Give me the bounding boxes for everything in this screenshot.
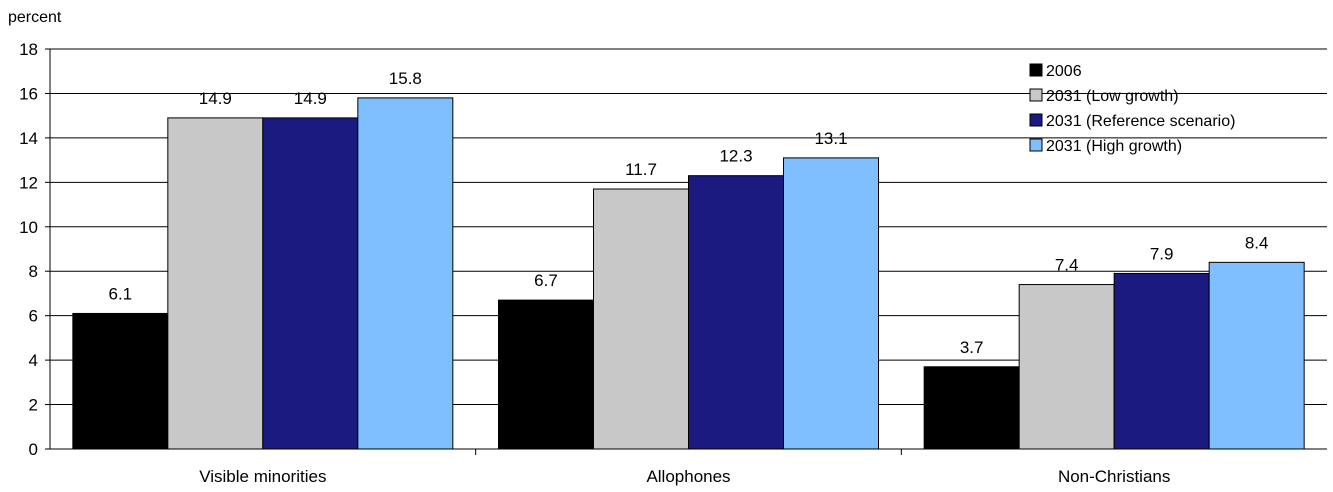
bar [357, 97, 454, 450]
bar [72, 312, 169, 450]
legend: 2006 2031 (Low growth) 2031 (Reference sce… [1029, 63, 1235, 155]
legend-label: 2031 (High growth) [1046, 138, 1182, 155]
legend-swatch [1029, 88, 1043, 102]
legend-label: 2031 (Low growth) [1046, 88, 1179, 105]
data-label: 6.1 [109, 284, 133, 303]
bar [593, 188, 689, 450]
y-tick-label: 0 [29, 440, 38, 459]
y-tick-label: 10 [19, 218, 38, 237]
bars [72, 97, 1305, 450]
data-label: 14.9 [294, 89, 327, 108]
data-label: 11.7 [625, 160, 657, 179]
data-label: 15.8 [389, 69, 422, 88]
category-label: Allophones [646, 467, 730, 486]
bar [923, 366, 1020, 450]
legend-label: 2031 (Reference scenario) [1046, 113, 1235, 130]
bar [1208, 261, 1305, 450]
data-label: 12.3 [719, 147, 752, 166]
bar [1018, 284, 1115, 450]
legend-swatch [1029, 63, 1043, 77]
data-label: 3.7 [960, 338, 984, 357]
axes [45, 48, 1327, 455]
y-tick-label: 6 [29, 307, 38, 326]
category-label: Non-Christians [1058, 467, 1170, 486]
bar [688, 175, 784, 450]
data-labels: 6.1 14.9 14.9 15.8 6.7 11.7 12.3 13.1 3.7 7.4 7.9 8… [109, 69, 1269, 357]
bar [1113, 272, 1210, 450]
y-tick-labels: 0 2 4 6 8 10 12 14 16 18 [19, 40, 38, 459]
y-tick-label: 2 [29, 396, 38, 415]
y-tick-label: 8 [29, 262, 38, 281]
data-label: 13.1 [814, 129, 847, 148]
y-tick-label: 12 [19, 173, 38, 192]
bar [498, 299, 594, 450]
data-label: 7.9 [1150, 244, 1174, 263]
legend-label: 2006 [1046, 63, 1082, 80]
bar [262, 117, 359, 450]
y-tick-label: 18 [19, 40, 38, 59]
category-label: Visible minorities [199, 467, 326, 486]
y-tick-label: 14 [19, 129, 38, 148]
bar [167, 117, 264, 450]
legend-swatch [1029, 113, 1043, 127]
y-tick-label: 4 [29, 351, 38, 370]
data-label: 8.4 [1245, 233, 1269, 252]
bar [783, 157, 879, 450]
data-label: 7.4 [1055, 256, 1079, 275]
data-label: 6.7 [534, 271, 558, 290]
y-tick-label: 16 [19, 84, 38, 103]
y-axis-unit-label: percent [8, 9, 62, 26]
data-label: 14.9 [199, 89, 232, 108]
legend-swatch [1029, 138, 1043, 152]
category-labels: Visible minorities Allophones Non-Christia… [199, 467, 1170, 486]
